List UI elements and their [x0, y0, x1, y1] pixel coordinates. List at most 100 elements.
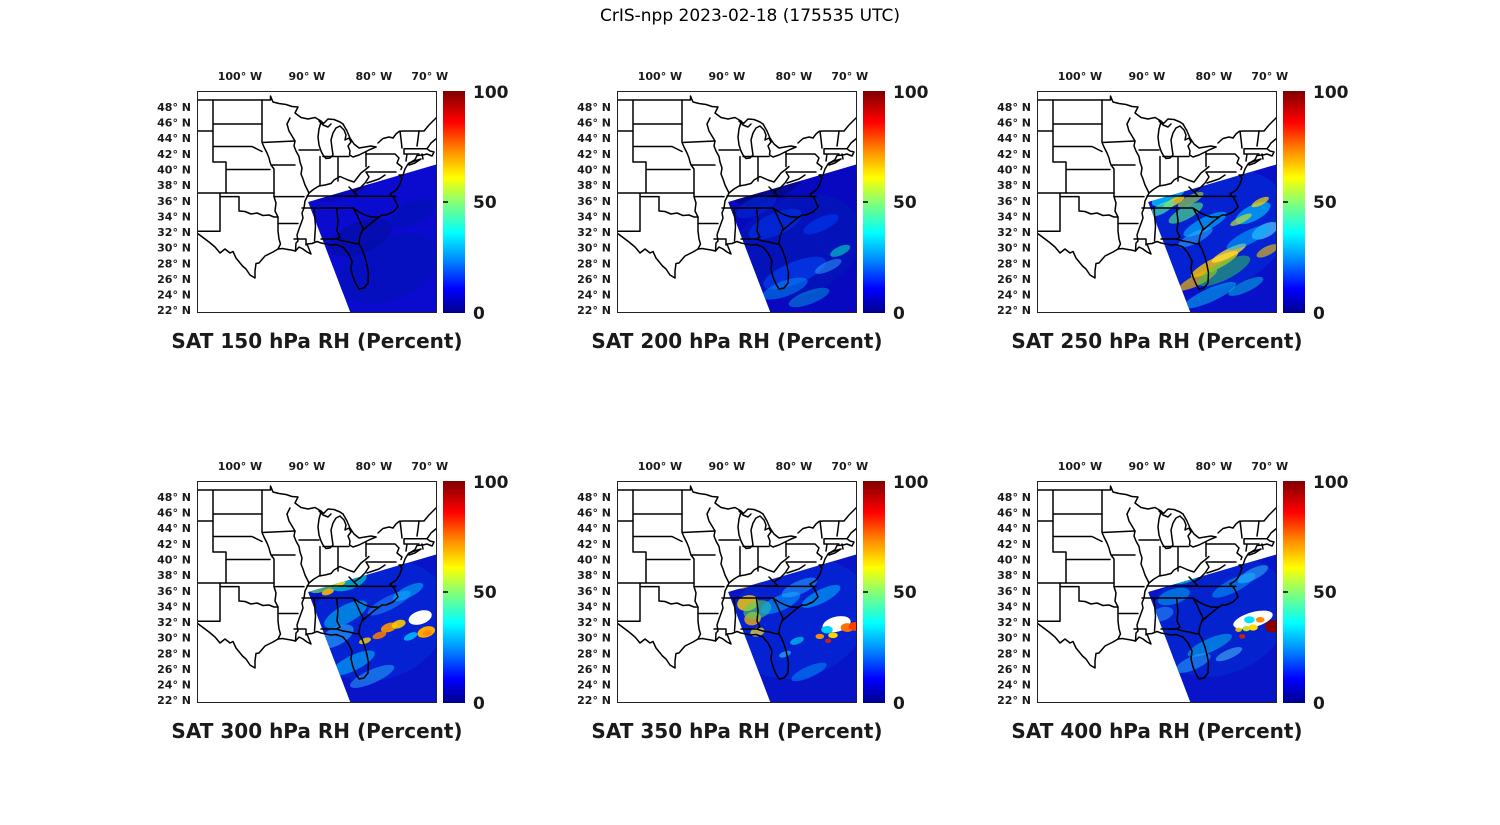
lat-tick-label: 38° N [157, 569, 191, 582]
rh-feature [738, 554, 798, 569]
rh-feature [350, 664, 395, 688]
lat-tick-label: 26° N [577, 663, 611, 676]
colorbar-label-0: 0 [473, 304, 485, 324]
rh-feature [781, 577, 818, 598]
state-boundaries [1037, 137, 1277, 290]
colorbar-label-100: 100 [893, 83, 929, 103]
lat-tick-label: 48° N [157, 491, 191, 504]
lon-tick-label: 70° W [1251, 70, 1288, 83]
rh-feature [1251, 196, 1269, 208]
rh-feature [422, 629, 433, 637]
lat-tick-label: 40° N [997, 553, 1031, 566]
state-boundaries [197, 527, 437, 680]
state-boundaries [197, 99, 282, 250]
state-boundaries [812, 116, 857, 139]
lat-tick-label: 24° N [577, 679, 611, 692]
lat-tick-label: 28° N [157, 257, 191, 270]
panel-title: SAT 250 hPa RH (Percent) [1011, 329, 1302, 353]
lat-tick-label: 44° N [577, 522, 611, 535]
state-boundaries [1157, 511, 1217, 550]
lat-tick-label: 30° N [577, 632, 611, 645]
panel-250-hpa: 100° W 90° W 80° W 70° W 48° N 46° N 44° N 42° … [981, 58, 1381, 368]
colorbar-label-50: 50 [1313, 583, 1337, 603]
state-boundaries [261, 489, 367, 588]
lat-tick-label: 32° N [157, 616, 191, 629]
state-boundaries [1232, 506, 1277, 529]
state-boundaries [738, 120, 752, 128]
state-boundaries [681, 489, 787, 588]
lat-tick-label: 38° N [157, 179, 191, 192]
lat-tick-label: 40° N [577, 163, 611, 176]
state-boundaries [286, 117, 310, 252]
colorbar-label-0: 0 [893, 694, 905, 714]
state-boundaries [197, 137, 437, 290]
rh-feature [803, 214, 839, 235]
swath-features [1148, 168, 1277, 309]
rh-feature [825, 638, 832, 644]
lat-tick-label: 48° N [997, 491, 1031, 504]
state-boundaries [1113, 153, 1243, 246]
state-boundaries [399, 520, 428, 552]
panel-plot: 100° W 90° W 80° W 70° W 48° N 46° N 44° N 42° … [577, 460, 929, 743]
lat-tick-label: 46° N [157, 117, 191, 130]
rh-feature [762, 277, 808, 300]
colorbar-label-100: 100 [473, 83, 509, 103]
map-area [617, 481, 857, 703]
state-boundaries [737, 121, 797, 160]
colorbar-label-50: 50 [893, 583, 917, 603]
panel-title: SAT 200 hPa RH (Percent) [591, 329, 882, 353]
panel-title: SAT 350 hPa RH (Percent) [591, 719, 882, 743]
state-boundaries [1113, 543, 1243, 636]
colorbar-label-100: 100 [1313, 473, 1349, 493]
lat-tick-label: 32° N [997, 616, 1031, 629]
lat-tick-label: 22° N [577, 694, 611, 707]
lat-tick-label: 42° N [157, 538, 191, 551]
lat-tick-label: 42° N [577, 148, 611, 161]
state-boundaries [1148, 555, 1210, 584]
rh-feature [1149, 556, 1277, 677]
lat-tick-label: 38° N [577, 179, 611, 192]
lon-tick-label: 80° W [775, 70, 812, 83]
state-boundaries [693, 153, 823, 246]
state-boundaries [318, 120, 332, 128]
state-boundaries [738, 510, 752, 518]
state-boundaries [408, 158, 422, 166]
state-boundaries [1037, 485, 1184, 515]
rh-feature [1183, 282, 1237, 309]
state-boundaries [681, 99, 787, 198]
state-boundaries [197, 95, 344, 125]
state-boundaries [286, 507, 310, 642]
state-boundaries [737, 511, 797, 550]
lat-tick-label: 48° N [157, 101, 191, 114]
map-frame [197, 91, 437, 313]
state-boundaries [1158, 120, 1172, 128]
lat-tick-label: 28° N [577, 647, 611, 660]
lon-tick-label: 90° W [709, 70, 746, 83]
lon-tick-label: 100° W [638, 70, 682, 83]
lat-tick-label: 26° N [157, 273, 191, 286]
lat-tick-label: 28° N [157, 647, 191, 660]
state-boundaries [693, 543, 823, 636]
lon-tick-label: 70° W [411, 70, 448, 83]
figure-title: CrIS-npp 2023-02-18 (175535 UTC) [599, 6, 901, 26]
lat-tick-label: 22° N [997, 694, 1031, 707]
lat-tick-label: 46° N [577, 507, 611, 520]
lat-tick-label: 36° N [997, 195, 1031, 208]
state-boundaries [1157, 121, 1217, 160]
lat-tick-label: 48° N [577, 101, 611, 114]
rh-feature [331, 650, 375, 676]
state-boundaries [1232, 116, 1277, 139]
lat-tick-label: 22° N [577, 304, 611, 317]
panel-title: SAT 150 hPa RH (Percent) [171, 329, 462, 353]
state-boundaries [828, 158, 842, 166]
lat-tick-label: 44° N [157, 132, 191, 145]
colorbar [863, 91, 885, 313]
rh-feature [324, 600, 368, 628]
colorbar-label-50: 50 [1313, 193, 1337, 213]
rh-feature [1255, 616, 1265, 623]
state-boundaries [819, 520, 848, 552]
lat-tick-label: 34° N [157, 600, 191, 613]
lat-tick-label: 28° N [997, 257, 1031, 270]
lat-tick-label: 38° N [997, 569, 1031, 582]
state-boundaries [1239, 130, 1268, 162]
